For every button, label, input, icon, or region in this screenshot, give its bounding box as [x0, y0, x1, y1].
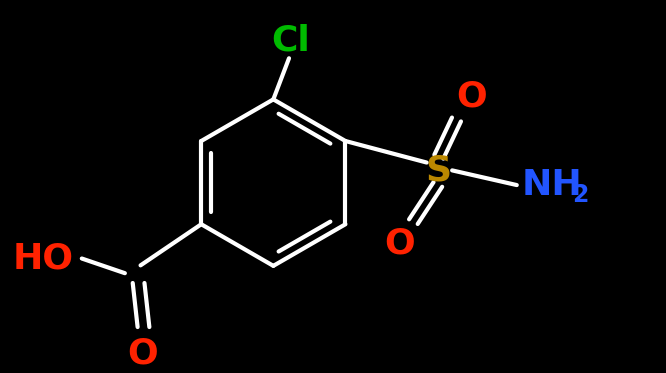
- Text: O: O: [127, 336, 158, 370]
- Text: HO: HO: [13, 241, 74, 276]
- Text: 2: 2: [573, 183, 589, 207]
- Text: O: O: [456, 80, 487, 114]
- Text: O: O: [384, 227, 415, 261]
- Text: NH: NH: [521, 168, 583, 202]
- Text: Cl: Cl: [272, 23, 310, 58]
- Text: S: S: [426, 153, 452, 187]
